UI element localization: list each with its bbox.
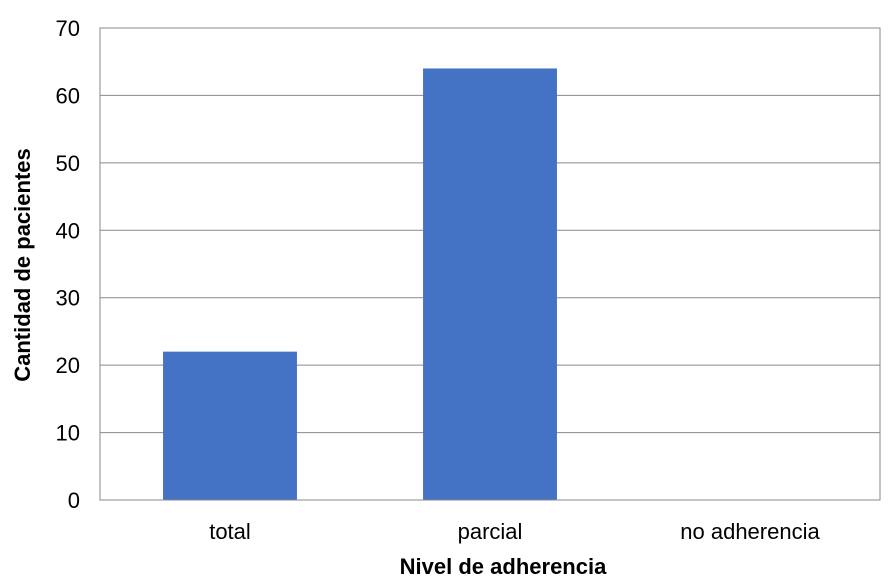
x-tick-label: total (209, 519, 251, 544)
y-tick-label: 70 (56, 16, 80, 41)
plot-frame (99, 27, 881, 501)
y-tick-label: 50 (56, 151, 80, 176)
y-tick-labels: 0 10 20 30 40 50 60 70 (56, 16, 80, 513)
x-tick-label: parcial (458, 519, 523, 544)
x-axis-title: Nivel de adherencia (400, 554, 607, 579)
bars (163, 68, 557, 500)
y-axis-title: Cantidad de pacientes (10, 148, 35, 382)
y-tick-label: 60 (56, 83, 80, 108)
y-tick-label: 30 (56, 286, 80, 311)
y-tick-label: 20 (56, 353, 80, 378)
x-tick-label: no adherencia (680, 519, 820, 544)
bar (423, 68, 557, 500)
bar (163, 351, 297, 500)
y-tick-label: 0 (68, 488, 80, 513)
y-tick-label: 10 (56, 421, 80, 446)
y-tick-label: 40 (56, 218, 80, 243)
x-tick-labels: total parcial no adherencia (209, 519, 820, 544)
